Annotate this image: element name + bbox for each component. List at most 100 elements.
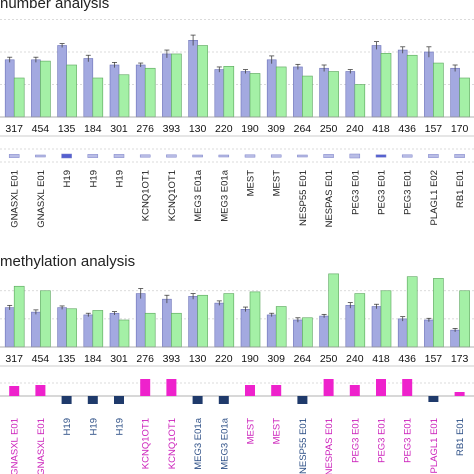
category-label: 184 — [84, 353, 102, 365]
probe-label: NESP55 E01 — [298, 418, 309, 474]
probe-label: KCNQ1OT1 — [141, 418, 152, 469]
category-label: 301 — [110, 353, 128, 365]
ratio-marker — [166, 154, 177, 158]
category-label: 157 — [425, 353, 443, 365]
probe-label: H19 — [88, 170, 99, 187]
bar-series1 — [188, 296, 198, 348]
bar-series1 — [319, 67, 329, 118]
bar-series2 — [40, 290, 51, 348]
category-label: 436 — [398, 123, 416, 135]
category-label: 317 — [5, 123, 23, 135]
methylation-marker — [140, 379, 151, 396]
probe-label: NESP55 E01 — [298, 170, 309, 226]
ratio-marker — [270, 154, 282, 158]
methylation-marker — [245, 385, 255, 396]
methylation-marker — [87, 396, 98, 404]
methylation-marker — [297, 396, 308, 404]
category-label: 220 — [215, 123, 233, 135]
ratio-marker — [192, 154, 203, 158]
ratio-marker — [244, 154, 256, 158]
category-label: 190 — [241, 353, 259, 365]
methylation-marker — [114, 396, 124, 404]
bar-series2 — [197, 45, 208, 118]
bar-series2 — [13, 77, 25, 118]
bar-series1 — [293, 319, 303, 348]
bar-series1 — [4, 59, 15, 118]
probe-label: PLAGL1 E02 — [429, 170, 440, 225]
bar-series1 — [397, 49, 408, 118]
category-label: 135 — [58, 353, 76, 365]
ratio-marker — [401, 154, 413, 158]
bar-series2 — [92, 77, 104, 118]
methylation-marker — [349, 385, 360, 396]
methylation-marker — [192, 396, 203, 404]
bar-series1 — [345, 305, 356, 348]
category-label: 250 — [320, 353, 338, 365]
probe-label: NESPAS E01 — [324, 170, 335, 227]
probe-label: PEG3 E01 — [350, 418, 361, 463]
probe-label: PEG3 E01 — [403, 170, 414, 215]
bar-series1 — [240, 71, 251, 118]
category-label: 436 — [398, 353, 416, 365]
bar-series2 — [92, 310, 104, 348]
bar-series2 — [144, 67, 156, 118]
probe-label: PLAGL1 E01 — [429, 418, 440, 473]
ratio-marker — [297, 154, 308, 158]
category-label: 130 — [189, 353, 207, 365]
category-label: 184 — [84, 123, 102, 135]
category-label: 264 — [294, 353, 312, 365]
bar-series1 — [135, 293, 146, 348]
ratio-marker — [61, 153, 72, 159]
methylation-marker — [402, 379, 413, 396]
probe-label: PEG3 E01 — [377, 170, 388, 215]
category-label: 393 — [163, 353, 181, 365]
bar-series1 — [135, 64, 146, 118]
methylation-marker — [271, 385, 282, 396]
bottom-panel-title: methylation analysis — [0, 253, 136, 270]
bar-series2 — [406, 276, 418, 348]
bar-series2 — [40, 60, 51, 118]
category-label: 454 — [32, 353, 50, 365]
category-label: 135 — [58, 123, 76, 135]
bar-series2 — [380, 52, 392, 118]
probe-label: NESPAS E01 — [324, 418, 335, 474]
bar-series2 — [354, 84, 366, 118]
methylation-marker — [323, 379, 334, 396]
probe-label: MEST — [272, 170, 283, 197]
probe-label: H19 — [88, 418, 99, 435]
probe-label: RB1 E01 — [455, 170, 466, 208]
bar-series2 — [302, 317, 313, 348]
ratio-marker — [87, 154, 99, 158]
bar-series2 — [380, 290, 392, 348]
bar-series1 — [31, 311, 41, 348]
bar-series1 — [345, 71, 356, 118]
probe-label: GNASXL E01 — [36, 418, 47, 474]
probe-label: H19 — [62, 170, 73, 187]
probe-label: KCNQ1OT1 — [167, 170, 178, 221]
probe-label: MEST — [246, 418, 257, 445]
bar-series1 — [424, 51, 434, 118]
bar-series1 — [109, 64, 120, 118]
bar-series2 — [197, 294, 208, 348]
category-label: 309 — [267, 353, 285, 365]
bar-series1 — [83, 314, 94, 348]
bar-series2 — [249, 73, 261, 118]
bar-series1 — [162, 298, 172, 348]
methylation-marker — [166, 379, 177, 396]
probe-label: PEG3 E01 — [377, 418, 388, 463]
category-label: 264 — [294, 123, 312, 135]
bar-series1 — [57, 307, 67, 348]
methylation-marker — [454, 392, 465, 396]
probe-label: MEST — [246, 170, 257, 197]
bar-series2 — [66, 64, 77, 118]
bar-series1 — [240, 309, 251, 348]
ratio-marker — [218, 154, 230, 158]
probe-label: MEG3 E01a — [193, 417, 204, 469]
bar-series1 — [424, 319, 434, 348]
bar-series2 — [433, 278, 444, 348]
category-label: 190 — [241, 123, 259, 135]
bar-series2 — [459, 290, 470, 348]
bar-series2 — [433, 62, 444, 118]
